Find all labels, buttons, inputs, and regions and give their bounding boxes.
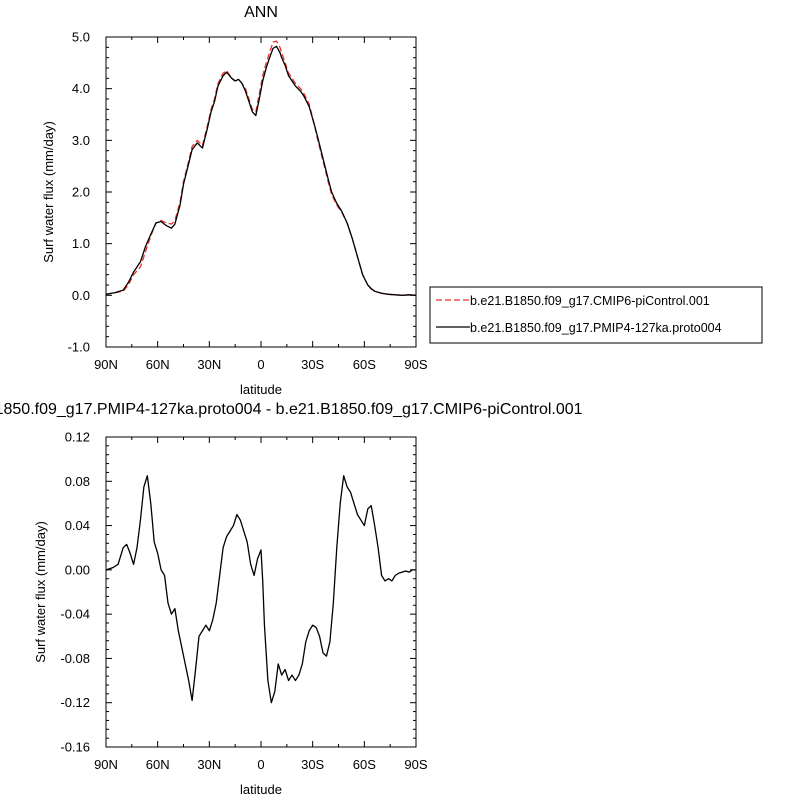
top-plot-marks: 90N 60N 30N 0 30S 60S 90S -1.0 0.0 1.0 2.0 3.0 4.0 5.…	[68, 30, 428, 373]
top-y-tick-label: 5.0	[72, 30, 90, 45]
bottom-plot-marks: 90N 60N 30N 0 30S 60S 90S -0.16 -0.12 -0.08 -0.04 0…	[60, 430, 428, 773]
top-title: ANN	[244, 4, 278, 21]
top-x-tick-label: 90N	[94, 357, 118, 372]
top-series-line-0	[105, 40, 417, 296]
top-series-line-1	[105, 45, 417, 296]
legend: b.e21.B1850.f09_g17.CMIP6-piControl.001 …	[429, 286, 763, 344]
top-y-tick-label: 4.0	[72, 81, 90, 96]
bottom-y-tick-label: -0.08	[60, 651, 90, 666]
bottom-y-tick-label: -0.16	[60, 740, 90, 755]
bottom-panel: b.e21.B1850.f09_g17.PMIP4-127ka.proto004…	[0, 401, 583, 797]
top-x-tick-label: 30S	[301, 357, 324, 372]
top-x-axis-label: latitude	[240, 382, 282, 397]
top-y-tick-label: 0.0	[72, 288, 90, 303]
top-y-axis-label: Surf water flux (mm/day)	[41, 121, 56, 263]
bottom-x-tick-label: 0	[257, 757, 264, 772]
bottom-x-tick-label: 30S	[301, 757, 324, 772]
bottom-series-line-0	[105, 475, 416, 704]
top-plot-frame	[105, 36, 417, 348]
bottom-y-tick-label: 0.12	[65, 430, 90, 445]
bottom-x-axis-label: latitude	[240, 782, 282, 797]
bottom-y-tick-label: 0.00	[65, 562, 90, 577]
bottom-title: b.e21.B1850.f09_g17.PMIP4-127ka.proto004…	[0, 401, 583, 418]
bottom-y-tick-label: -0.04	[60, 607, 90, 622]
bottom-y-tick-label: 0.08	[65, 474, 90, 489]
top-y-tick-label: 3.0	[72, 133, 90, 148]
bottom-y-tick-label: 0.04	[65, 518, 90, 533]
bottom-y-tick-label: -0.12	[60, 695, 90, 710]
top-y-tick-label: -1.0	[68, 340, 90, 355]
top-x-tick-label: 60S	[353, 357, 376, 372]
top-x-tick-label: 0	[257, 357, 264, 372]
legend-box	[429, 286, 763, 344]
top-x-tick-label: 30N	[197, 357, 221, 372]
bottom-plot-frame	[105, 436, 417, 748]
bottom-y-axis-label: Surf water flux (mm/day)	[33, 521, 48, 663]
bottom-x-tick-label: 60N	[146, 757, 170, 772]
bottom-x-tick-label: 60S	[353, 757, 376, 772]
top-x-tick-label: 60N	[146, 357, 170, 372]
legend-label-127ka: b.e21.B1850.f09_g17.PMIP4-127ka.proto004	[470, 321, 722, 335]
top-x-tick-label: 90S	[404, 357, 427, 372]
legend-label-picontrol: b.e21.B1850.f09_g17.CMIP6-piControl.001	[470, 294, 710, 308]
top-panel: ANN 90N 60N 30N 0 30S 60S 90S -1.0 0.0 1.0 2.0 3.0 4…	[41, 4, 428, 397]
top-y-tick-label: 2.0	[72, 185, 90, 200]
bottom-x-tick-label: 90S	[404, 757, 427, 772]
top-y-tick-label: 1.0	[72, 236, 90, 251]
bottom-x-tick-label: 30N	[197, 757, 221, 772]
bottom-x-tick-label: 90N	[94, 757, 118, 772]
